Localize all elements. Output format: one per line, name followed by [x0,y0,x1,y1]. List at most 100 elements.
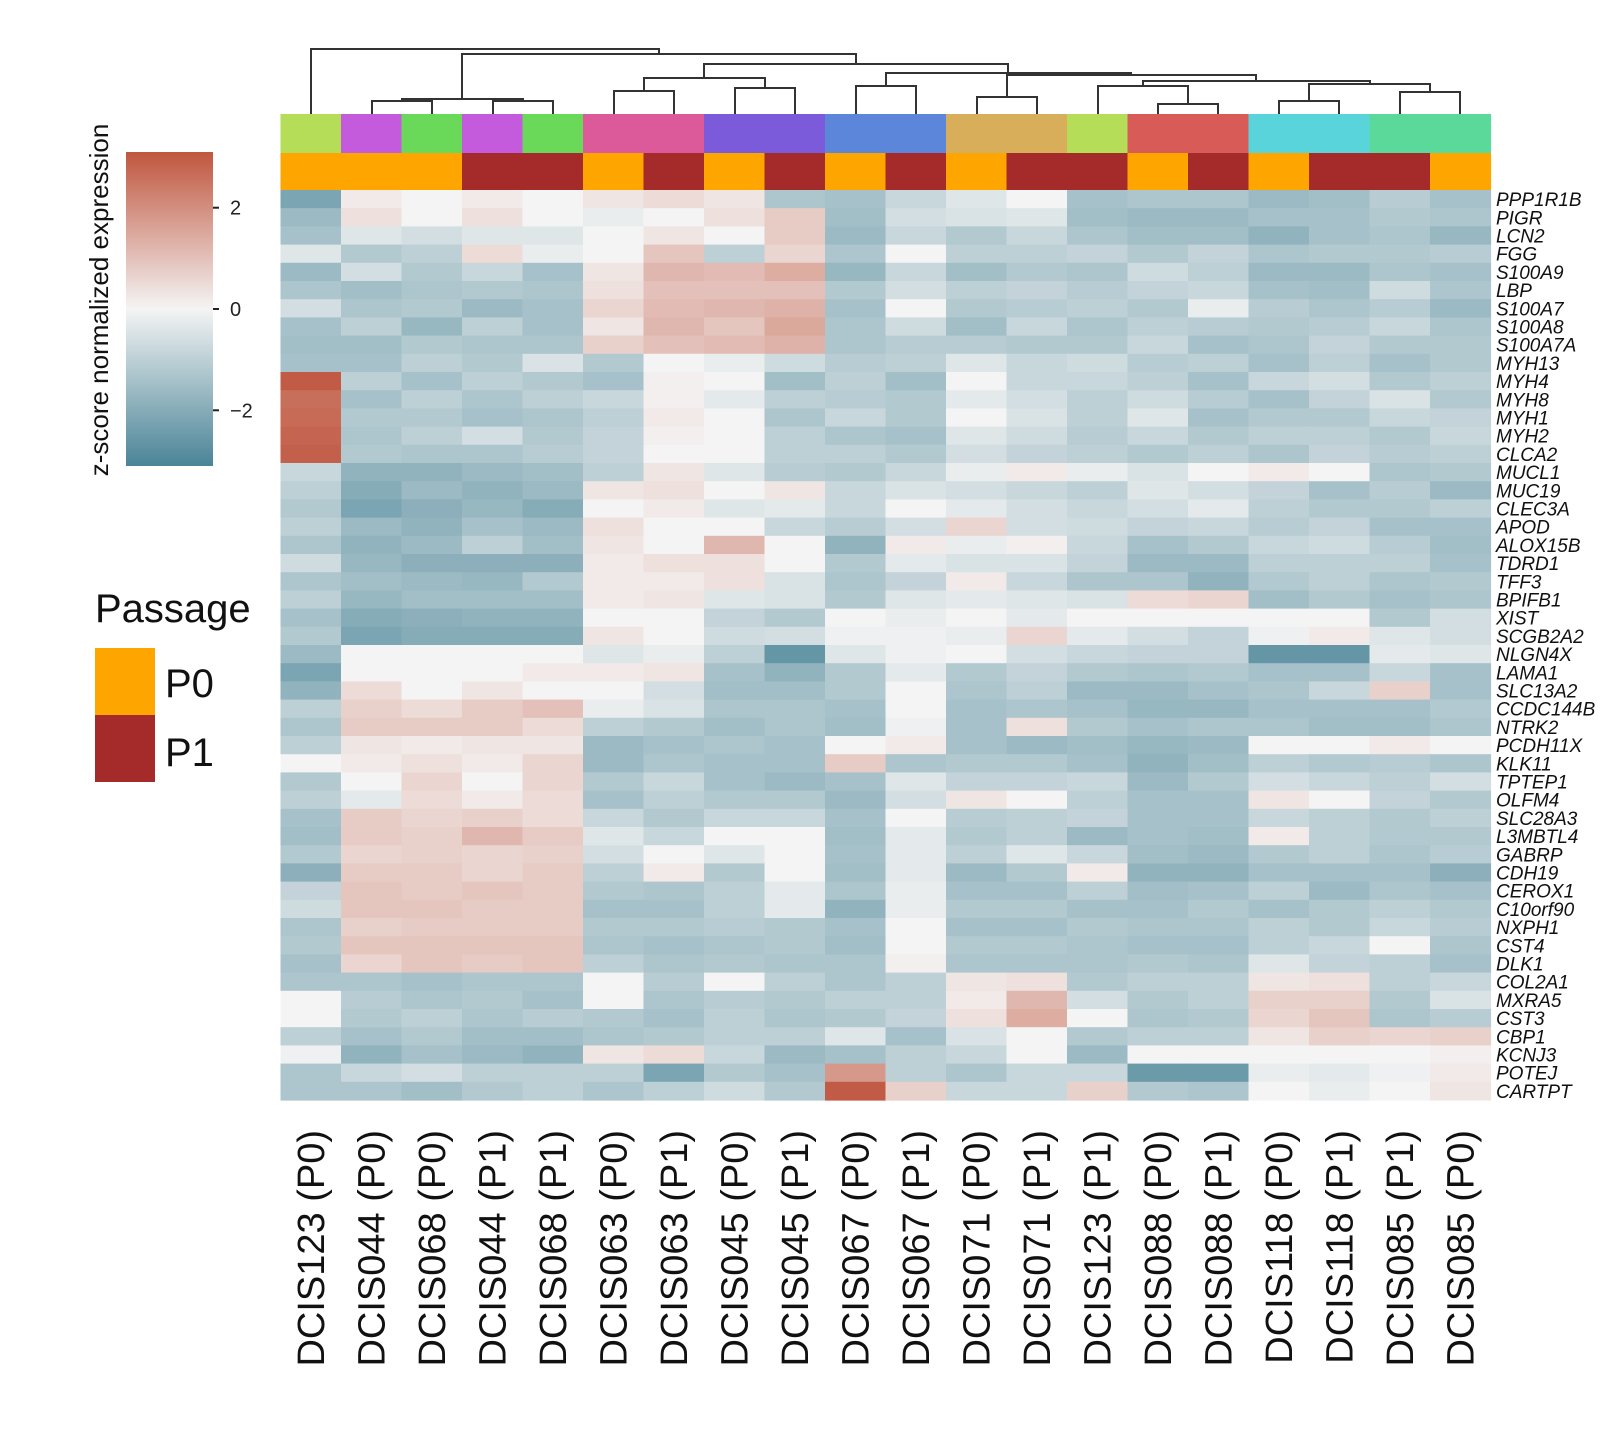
heatmap-cell [1309,463,1371,482]
heatmap-cell [1127,663,1189,682]
heatmap-cell [1067,1063,1129,1083]
gene-label: CLCA2 [1496,445,1558,466]
heatmap-cell [1248,899,1310,919]
heatmap-cell [522,681,584,701]
gene-label: CBP1 [1496,1027,1546,1048]
heatmap-cell [1006,281,1068,300]
heatmap-cell [401,426,463,446]
heatmap-cell [522,1045,584,1065]
patient-annotation-cell [401,114,463,153]
sample-label: DCIS118 (P0) [1259,1130,1301,1364]
heatmap-cell [1430,772,1492,792]
heatmap-cell [1127,281,1189,300]
heatmap-cell [1127,535,1189,555]
heatmap-cell [643,881,705,901]
heatmap-cell [462,226,524,246]
heatmap-cell [885,736,947,755]
heatmap-cell [1188,499,1250,519]
heatmap-cell [643,408,705,428]
heatmap-cell [764,626,826,646]
heatmap-cell [1188,572,1250,591]
heatmap-cell [1127,972,1189,992]
heatmap-cell [764,1009,826,1028]
heatmap-cell [583,335,645,355]
heatmap-cell [583,426,645,446]
heatmap-cell [1430,244,1492,264]
heatmap-cell [522,1081,584,1101]
heatmap-cell [341,899,403,919]
heatmap-cell [1248,244,1310,264]
heatmap-cell [885,517,947,537]
heatmap-cell [1127,754,1189,773]
sample-label: DCIS044 (P0) [351,1130,393,1367]
heatmap-cell [1309,1081,1371,1101]
heatmap-cell [764,1027,826,1046]
heatmap-cell [946,1063,1008,1083]
heatmap-cell [583,918,645,937]
heatmap-cell [946,790,1008,810]
heatmap-cell [1188,845,1250,864]
heatmap-cell [1369,645,1431,664]
heatmap-cell [704,717,766,737]
heatmap-cell [1430,918,1492,937]
heatmap-cell [522,262,584,282]
sample-labels: DCIS123 (P0) DCIS044 (P0) DCIS068 (P0) DCIS… [291,1130,1483,1367]
heatmap-cell [1248,1045,1310,1065]
heatmap-cell [522,335,584,355]
heatmap-cell [704,281,766,300]
heatmap-cell [401,1027,463,1046]
heatmap-cell [1369,1009,1431,1028]
heatmap-cell [885,299,947,318]
heatmap-cell [1369,736,1431,755]
heatmap-cell [583,244,645,264]
heatmap-cell [704,699,766,719]
heatmap-cell [583,590,645,610]
heatmap-cell [825,863,887,883]
heatmap-cell [341,262,403,282]
heatmap-cell [1006,572,1068,591]
passage-annotation-cell [704,153,766,190]
heatmap-cell [946,772,1008,792]
heatmap-cell [522,208,584,227]
heatmap-cell [946,954,1008,974]
heatmap-cell [583,463,645,482]
heatmap-cell [643,317,705,337]
heatmap-cell [1188,335,1250,355]
heatmap-cell [1430,554,1492,573]
heatmap-cell [825,281,887,300]
heatmap-cell [280,1063,342,1083]
heatmap-cell [1369,535,1431,555]
heatmap-cell [1067,626,1129,646]
heatmap-cell [522,499,584,519]
heatmap-cell [946,353,1008,373]
heatmap-cell [704,554,766,573]
heatmap-cell [1248,317,1310,337]
heatmap-cell [1248,845,1310,864]
patient-annotation-cell [1188,114,1250,153]
heatmap-cell [946,663,1008,682]
heatmap-cell [280,408,342,428]
heatmap-cell [1067,717,1129,737]
gene-label: XIST [1495,609,1540,630]
heatmap-cell [643,645,705,664]
heatmap-cell [1006,208,1068,227]
heatmap-cell [1067,972,1129,992]
heatmap-cell [704,390,766,409]
heatmap-cell [280,353,342,373]
heatmap-cell [341,936,403,955]
gene-label: CLEC3A [1496,500,1570,521]
heatmap-cell [643,972,705,992]
heatmap-cell [885,918,947,937]
heatmap-cell [764,226,826,246]
heatmap-cell [1127,772,1189,792]
heatmap-cell [885,481,947,500]
heatmap-cell [583,663,645,682]
patient-annotation-cell [946,114,1008,153]
heatmap-cell [401,918,463,937]
heatmap-cell [1369,863,1431,883]
gene-label: SCGB2A2 [1496,627,1584,648]
patient-annotation-cell [704,114,766,153]
heatmap-cell [1006,918,1068,937]
heatmap-cell [341,845,403,864]
heatmap-cell [1067,262,1129,282]
